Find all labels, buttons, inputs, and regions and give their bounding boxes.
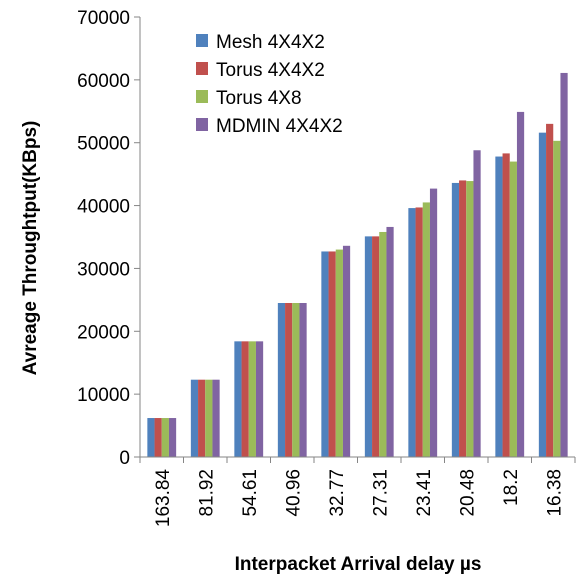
legend-label: Mesh 4X4X2 (216, 32, 325, 53)
x-tick-label: 54.61 (240, 469, 261, 517)
bar-torus-4x4x2-6 (415, 207, 423, 457)
x-tick-label: 32.77 (327, 469, 348, 517)
bar-mesh-4x4x2-3 (277, 303, 286, 457)
bar-mdmin-4x4x2-1 (212, 379, 220, 457)
bar-mdmin-4x4x2-3 (299, 303, 307, 457)
bar-mesh-4x4x2-7 (451, 182, 460, 457)
bar-mesh-4x4x2-5 (364, 236, 373, 457)
legend-label: Torus 4X4X2 (216, 60, 325, 81)
bar-mdmin-4x4x2-7 (473, 150, 481, 457)
bar-torus-4x8-4 (335, 249, 343, 457)
legend-swatch (196, 34, 208, 47)
legend-swatch (196, 62, 208, 75)
legend-label: MDMIN 4X4X2 (216, 116, 343, 137)
x-tick-label: 40.96 (283, 469, 304, 517)
bar-mesh-4x4x2-0 (147, 418, 155, 457)
bar-mdmin-4x4x2-0 (168, 418, 177, 457)
x-axis-title: Interpacket Arrival delay µs (235, 554, 482, 575)
legend-label: Torus 4X8 (216, 88, 302, 109)
y-tick-label: 20000 (77, 322, 130, 343)
bar-torus-4x4x2-4 (328, 251, 336, 457)
bar-torus-4x8-1 (205, 379, 213, 457)
bar-mesh-4x4x2-2 (234, 341, 242, 457)
legend: Mesh 4X4X2 Torus 4X4X2 Torus 4X8 MDMIN 4X4X… (196, 32, 343, 137)
bar-mdmin-4x4x2-5 (386, 226, 394, 457)
bar-torus-4x4x2-7 (459, 180, 467, 457)
bar-torus-4x4x2-8 (502, 153, 510, 457)
x-tick-label: 16.38 (544, 469, 565, 517)
bar-mesh-4x4x2-1 (190, 379, 199, 457)
bar-torus-4x4x2-9 (546, 123, 554, 458)
legend-swatch (196, 90, 208, 103)
bar-torus-4x8-6 (422, 202, 430, 457)
bar-mesh-4x4x2-4 (321, 251, 329, 457)
x-tick-label: 81.92 (196, 469, 217, 517)
y-tick-label: 40000 (77, 197, 130, 218)
bar-torus-4x8-5 (379, 231, 387, 457)
bar-torus-4x8-3 (292, 303, 300, 457)
y-tick-label: 10000 (77, 385, 130, 406)
bar-mesh-4x4x2-6 (408, 208, 416, 457)
bar-mdmin-4x4x2-4 (342, 245, 351, 457)
bar-mdmin-4x4x2-8 (516, 111, 525, 457)
y-tick-label: 0 (119, 448, 130, 469)
axes: 0 10000 20000 30000 40000 50000 60000 70000 163.… (77, 8, 576, 528)
bar-torus-4x8-8 (509, 161, 517, 457)
bar-torus-4x4x2-1 (198, 379, 206, 457)
x-tick-label: 23.41 (414, 469, 435, 517)
x-tick-label: 20.48 (457, 469, 478, 517)
legend-swatch (196, 118, 208, 131)
y-tick-label: 30000 (77, 259, 130, 280)
bar-mesh-4x4x2-9 (538, 132, 547, 457)
bar-torus-4x8-0 (161, 418, 169, 457)
bar-torus-4x8-7 (466, 181, 474, 457)
bar-torus-4x8-2 (248, 341, 256, 457)
x-tick-label: 163.84 (153, 469, 174, 528)
bar-torus-4x4x2-3 (285, 303, 293, 457)
y-tick-label: 50000 (77, 134, 130, 155)
bar-mdmin-4x4x2-6 (429, 188, 438, 457)
bar-torus-4x4x2-5 (372, 236, 380, 457)
bar-torus-4x4x2-2 (241, 341, 249, 457)
bar-mdmin-4x4x2-9 (560, 72, 568, 457)
x-tick-label: 27.31 (370, 469, 391, 517)
y-axis-title: Avreage Throughtput(KBps) (20, 121, 41, 376)
x-tick-label: 18.2 (501, 469, 522, 506)
y-tick-label: 60000 (77, 71, 130, 92)
bar-mesh-4x4x2-8 (495, 156, 503, 458)
y-tick-label: 70000 (77, 8, 130, 29)
bar-torus-4x4x2-0 (154, 418, 162, 457)
bar-mdmin-4x4x2-2 (255, 341, 264, 457)
plot-area (147, 72, 568, 458)
bar-torus-4x8-9 (553, 140, 561, 457)
